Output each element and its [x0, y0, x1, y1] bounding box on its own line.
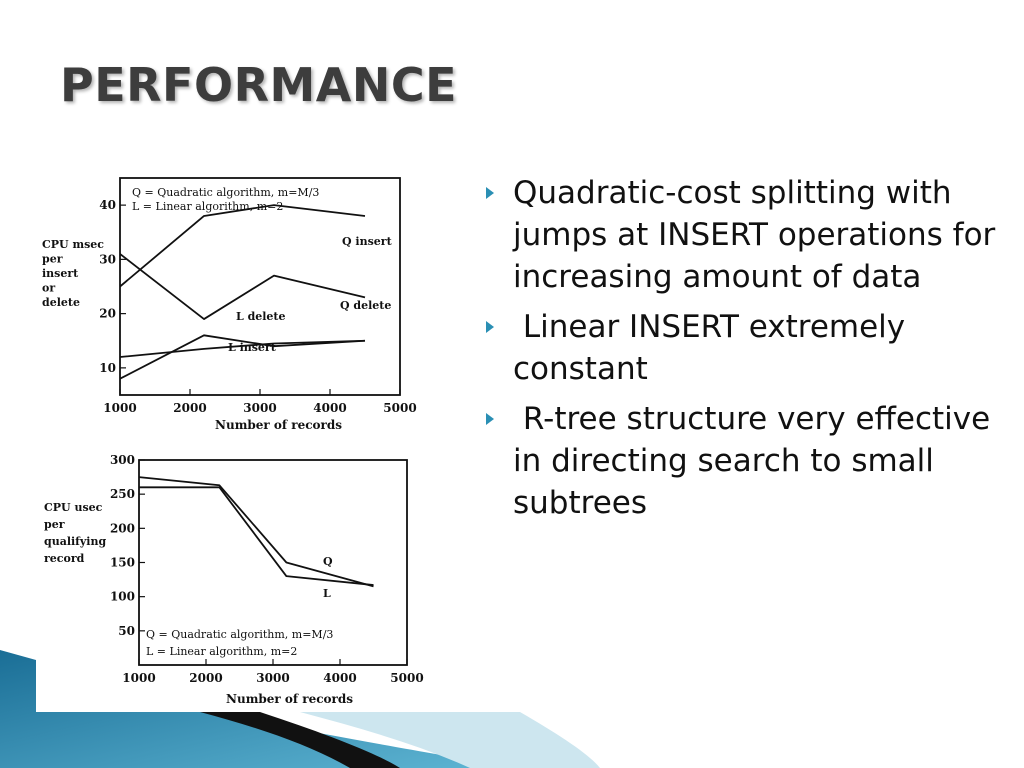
y-axis-label-line: delete — [42, 296, 80, 309]
y-tick-label: 150 — [110, 556, 135, 570]
x-tick-label: 1000 — [122, 671, 155, 685]
series-line-q — [138, 476, 374, 588]
chart1-series-label-l-insert: L insert — [228, 341, 277, 354]
y-tick-label: 100 — [110, 590, 135, 604]
y-tick-label: 300 — [110, 453, 135, 467]
x-tick-label: 2000 — [173, 401, 206, 415]
y-axis-label-line: per — [42, 253, 63, 266]
y-tick-label: 40 — [99, 198, 116, 212]
chart1-series-label-l-delete: L delete — [236, 310, 286, 323]
chart2-series-label-q: Q — [323, 555, 333, 568]
y-axis-label-line: per — [44, 518, 65, 531]
y-tick-label: 200 — [110, 521, 135, 535]
x-tick-label: 2000 — [189, 671, 222, 685]
y-axis-label-line: record — [44, 552, 85, 565]
chart-insert-delete: Q = Quadratic algorithm, m=M/3 L = Linea… — [42, 177, 417, 432]
bullet-text: Linear INSERT extremely constant — [513, 309, 915, 387]
y-axis-label-line: CPU usec — [44, 501, 103, 514]
bullet-arrow-icon — [486, 413, 494, 425]
slide-title: PERFORMANCE — [60, 58, 458, 112]
bullet-item-2: Linear INSERT extremely constant — [486, 306, 1006, 390]
y-tick-label: 20 — [99, 307, 116, 321]
x-tick-label: 3000 — [256, 671, 289, 685]
series-line-l-insert — [119, 339, 366, 358]
y-axis-label-line: insert — [42, 267, 79, 280]
chart2-legend-line-2: L = Linear algorithm, m=2 — [146, 645, 297, 658]
x-tick-label: 1000 — [103, 401, 136, 415]
chart2-legend-line-1: Q = Quadratic algorithm, m=M/3 — [146, 628, 333, 641]
chart2-xlabel: Number of records — [226, 692, 353, 706]
bullet-arrow-icon — [486, 321, 494, 333]
series-line-l-delete — [119, 334, 366, 380]
x-tick-label: 5000 — [390, 671, 423, 685]
bullet-arrow-icon — [486, 187, 494, 199]
chart1-xlabel: Number of records — [215, 418, 342, 432]
y-axis-label-line: or — [42, 282, 55, 295]
bullet-list: Quadratic-cost splitting with jumps at I… — [486, 172, 1006, 532]
chart1-series-label-q-delete: Q delete — [340, 299, 391, 312]
x-tick-label: 5000 — [383, 401, 416, 415]
bullet-item-3: R-tree structure very effective in direc… — [486, 398, 1006, 524]
y-axis-label-line: CPU msec — [42, 238, 104, 251]
chart1-legend-line-1: Q = Quadratic algorithm, m=M/3 — [132, 186, 319, 199]
series-line-q-insert — [119, 204, 366, 288]
y-tick-label: 10 — [99, 361, 116, 375]
chart2-series-label-l: L — [323, 587, 331, 600]
series-line-q-delete — [119, 253, 366, 320]
x-tick-label: 4000 — [323, 671, 356, 685]
bullet-text: R-tree structure very effective in direc… — [513, 401, 1001, 521]
bullet-text: Quadratic-cost splitting with jumps at I… — [513, 175, 996, 295]
y-tick-label: 30 — [99, 252, 116, 266]
x-tick-label: 4000 — [313, 401, 346, 415]
x-tick-label: 3000 — [243, 401, 276, 415]
chart-search: 50 100 150 200 250 300 1000 2000 3000 4000 5000 C… — [44, 453, 424, 706]
chart1-series-label-q-insert: Q insert — [342, 235, 393, 248]
bullet-item-1: Quadratic-cost splitting with jumps at I… — [486, 172, 1006, 298]
y-tick-label: 50 — [118, 624, 135, 638]
y-tick-label: 250 — [110, 487, 135, 501]
series-line-l — [139, 486, 374, 586]
y-axis-label-line: qualifying — [44, 535, 106, 548]
